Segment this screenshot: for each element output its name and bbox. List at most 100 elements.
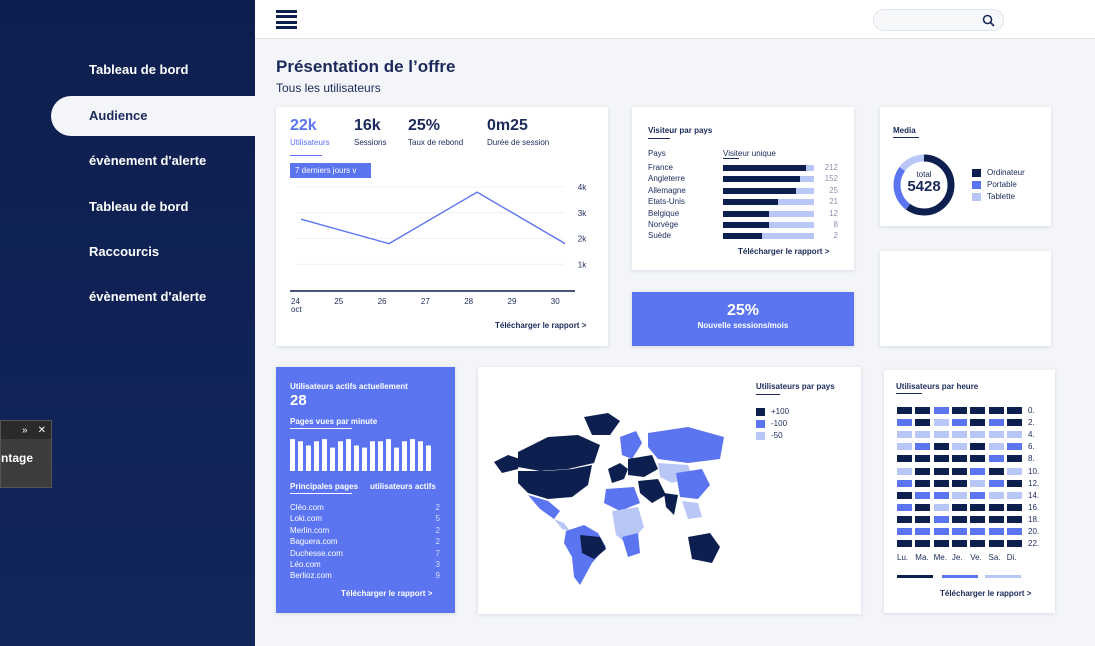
x-tick-label: 24 xyxy=(291,297,300,306)
site-name: Berlioz.com xyxy=(290,571,332,581)
active-users-download-link[interactable]: Télécharger le rapport > xyxy=(341,589,433,598)
legend-bar-light xyxy=(985,575,1021,578)
x-tick-label: 29 xyxy=(508,297,517,306)
heatmap-cell xyxy=(970,407,986,414)
date-range-dropdown[interactable]: 7 derniers jours v xyxy=(290,163,371,178)
x-tick-sublabel: oct xyxy=(291,305,302,314)
country-bar xyxy=(723,199,814,206)
country-col-header: Pays xyxy=(648,149,666,158)
heatmap-cell xyxy=(951,540,967,548)
heatmap-cell xyxy=(933,431,949,439)
x-tick-label: 30 xyxy=(551,297,560,306)
country-bar xyxy=(723,165,814,171)
site-row[interactable]: Merlin.com 2 xyxy=(290,526,440,535)
kpi-users[interactable]: 22k Utilisateurs xyxy=(290,117,330,147)
active-users-header: utilisateurs actifs xyxy=(370,482,436,491)
sidebar-item-tableau-de-bord-2[interactable]: Tableau de bord xyxy=(89,199,189,214)
heatmap-cell xyxy=(970,419,986,427)
heatmap-cell xyxy=(897,503,912,511)
search-icon[interactable] xyxy=(982,14,995,27)
legend-swatch xyxy=(972,168,981,177)
country-bar-fill xyxy=(723,210,769,217)
pages-per-minute-title: Pages vues par minute xyxy=(290,417,378,426)
heatmap-cell xyxy=(915,407,931,414)
sidebar-item-evenement-alerte[interactable]: évènement d'alerte xyxy=(89,153,207,168)
promo-label: Nouvelle sessions/mois xyxy=(697,321,789,330)
kpi-bounce-rate[interactable]: 25% Taux de rebond xyxy=(408,117,463,147)
heatmap-cell xyxy=(951,467,967,475)
legend-label: Portable xyxy=(987,180,1017,189)
hour-label: 6. xyxy=(1028,442,1035,452)
menu-icon[interactable] xyxy=(276,10,297,29)
hourly-title: Utilisateurs par heure xyxy=(896,382,979,391)
bar xyxy=(346,439,351,471)
kpi-session-duration[interactable]: 0m25 Durée de session xyxy=(487,117,549,147)
expand-icon[interactable]: » xyxy=(22,424,28,436)
floating-panel[interactable]: » ✕ ntage xyxy=(0,420,52,488)
country-title-rule xyxy=(648,138,670,139)
heatmap-cell xyxy=(970,431,986,439)
site-active-users: 2 xyxy=(435,525,440,535)
sidebar-item-raccourcis[interactable]: Raccourcis xyxy=(89,244,160,259)
map-brazil xyxy=(580,535,606,559)
site-row[interactable]: Loki.com 5 xyxy=(290,514,440,523)
hourly-title-rule xyxy=(896,393,922,394)
hourly-download-link[interactable]: Télécharger le rapport > xyxy=(940,589,1032,598)
heatmap-cell xyxy=(933,503,949,511)
y-tick-label: 4k xyxy=(578,183,587,192)
site-name: Duchesse.com xyxy=(290,548,343,558)
sidebar-item-audience[interactable]: Audience xyxy=(51,96,261,136)
heatmap-cell xyxy=(915,479,931,487)
site-row[interactable]: Cléo.com 2 xyxy=(290,503,440,512)
download-report-link[interactable]: Télécharger le rapport > xyxy=(495,321,587,330)
site-active-users: 3 xyxy=(435,560,440,569)
country-row: France 212 xyxy=(648,163,838,174)
kpi-sessions[interactable]: 16k Sessions xyxy=(354,117,386,147)
country-download-link[interactable]: Télécharger le rapport > xyxy=(738,247,830,256)
sidebar-item-evenement-alerte-2[interactable]: évènement d'alerte xyxy=(89,289,207,304)
floating-panel-label: ntage xyxy=(1,451,34,465)
bar xyxy=(402,441,407,471)
media-title-rule xyxy=(893,137,919,138)
country-bar-fill xyxy=(723,187,796,194)
bar xyxy=(314,441,319,471)
media-card: Media total 5428 Ordinateur Portable Tab… xyxy=(880,107,1051,226)
heatmap-cell xyxy=(951,419,967,427)
site-row[interactable]: Léo.com 3 xyxy=(290,560,440,569)
bar xyxy=(306,445,311,471)
world-map-title: Utilisateurs par pays xyxy=(756,382,835,391)
heatmap-cell xyxy=(915,491,931,499)
search-box[interactable] xyxy=(873,9,1004,31)
legend-tablette: Tablette xyxy=(972,192,1015,201)
hour-label: 2. xyxy=(1028,418,1035,428)
kpi-users-value: 22k xyxy=(290,117,317,134)
pages-bar-chart xyxy=(290,439,431,471)
bar xyxy=(322,439,327,471)
sidebar-item-tableau-de-bord[interactable]: Tableau de bord xyxy=(89,62,189,77)
search-input[interactable] xyxy=(874,10,974,30)
world-map[interactable] xyxy=(488,407,728,587)
site-name: Baguera.com xyxy=(290,537,338,547)
heatmap-cell xyxy=(915,515,931,523)
page-title: Présentation de l’offre xyxy=(276,57,456,76)
country-bar-fill xyxy=(723,233,763,240)
kpi-bounce-label: Taux de rebond xyxy=(408,138,464,147)
map-australia xyxy=(688,533,720,563)
site-row[interactable]: Duchesse.com 7 xyxy=(290,549,440,558)
site-row[interactable]: Baguera.com 2 xyxy=(290,537,440,546)
heatmap-cell xyxy=(933,515,949,523)
map-canada xyxy=(518,435,600,471)
heatmap-cell xyxy=(970,455,986,463)
day-label: Sa. xyxy=(988,553,1001,562)
site-active-users: 5 xyxy=(435,514,440,524)
bar xyxy=(370,441,375,471)
legend-label: +100 xyxy=(771,407,790,416)
site-name: Cléo.com xyxy=(290,503,324,512)
active-users-card: Utilisateurs actifs actuellement 28 Page… xyxy=(276,367,455,613)
map-southeast-asia xyxy=(682,501,702,519)
close-icon[interactable]: ✕ xyxy=(37,424,46,436)
site-row[interactable]: Berlioz.com 9 xyxy=(290,571,440,580)
heatmap-cell xyxy=(1006,515,1022,523)
map-south-america xyxy=(564,525,606,585)
heatmap-cell xyxy=(1006,455,1022,463)
